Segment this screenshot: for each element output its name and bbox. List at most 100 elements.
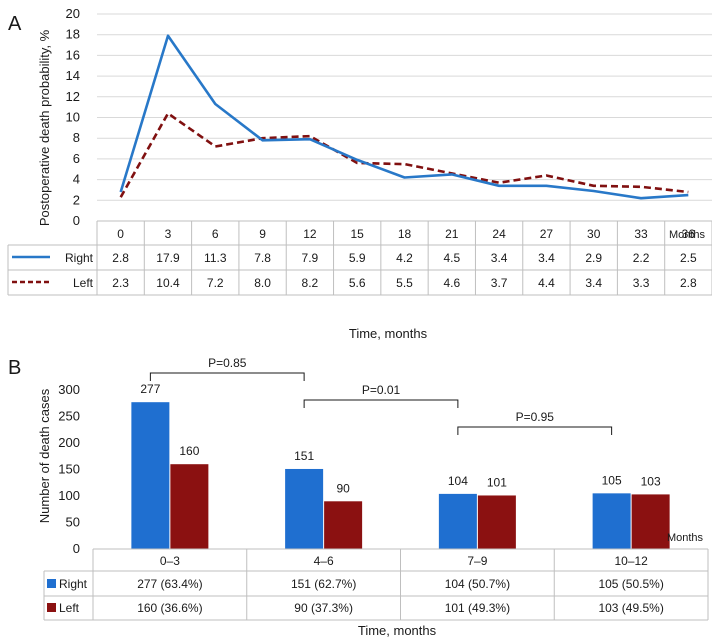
table-cell-right: 277 (63.4%) bbox=[137, 577, 202, 591]
table-cell-left: 4.6 bbox=[443, 276, 460, 290]
table-cell-right: 2.2 bbox=[633, 251, 650, 265]
panel-b-comparisons: P=0.85 P=0.01 P=0.95 bbox=[149, 356, 613, 435]
y-tick-label: 6 bbox=[73, 151, 80, 166]
y-tick-label: 50 bbox=[66, 515, 80, 530]
table-cell-right: 104 (50.7%) bbox=[445, 577, 510, 591]
table-cell-left: 103 (49.5%) bbox=[598, 601, 663, 615]
table-cell-left: 5.6 bbox=[349, 276, 366, 290]
x-tick-label: 21 bbox=[445, 227, 459, 241]
table-cell-left: 4.4 bbox=[538, 276, 555, 290]
panel-b-label: B bbox=[8, 357, 21, 379]
table-cell-right: 3.4 bbox=[538, 251, 555, 265]
y-tick-label: 200 bbox=[58, 435, 80, 450]
y-tick-label: 20 bbox=[66, 6, 80, 21]
panel-a-y-ticks: 0 2 4 6 8 10 12 14 16 18 20 bbox=[66, 6, 80, 228]
table-cell-left: 7.2 bbox=[207, 276, 224, 290]
table-cell-left: 8.0 bbox=[254, 276, 271, 290]
legend-label-left: Left bbox=[59, 601, 80, 615]
x-tick-label: 36 bbox=[682, 227, 696, 241]
table-cell-right: 4.2 bbox=[396, 251, 413, 265]
x-tick-label: 9 bbox=[259, 227, 266, 241]
table-cell-left: 5.5 bbox=[396, 276, 413, 290]
y-tick-label: 14 bbox=[66, 68, 80, 83]
table-cell-left: 2.3 bbox=[112, 276, 129, 290]
table-cell-left: 3.4 bbox=[585, 276, 602, 290]
table-cell-right: 17.9 bbox=[156, 251, 180, 265]
x-tick-label: 18 bbox=[398, 227, 412, 241]
table-cell-right: 2.9 bbox=[585, 251, 602, 265]
table-cell-right: 151 (62.7%) bbox=[291, 577, 356, 591]
y-tick-label: 18 bbox=[66, 27, 80, 42]
bar-value-label: 105 bbox=[602, 473, 622, 487]
y-tick-label: 150 bbox=[58, 462, 80, 477]
bar-right bbox=[592, 493, 631, 549]
comparison-bracket bbox=[303, 399, 459, 408]
category-label: 4–6 bbox=[314, 554, 334, 568]
bar-left bbox=[170, 464, 209, 549]
bar-value-label: 160 bbox=[179, 444, 199, 458]
y-tick-label: 2 bbox=[73, 192, 80, 207]
panel-a-series bbox=[119, 34, 689, 200]
table-cell-right: 7.8 bbox=[254, 251, 271, 265]
bar-value-label: 101 bbox=[487, 475, 507, 489]
panel-b-xlabel: Time, months bbox=[358, 623, 437, 638]
category-label: 7–9 bbox=[467, 554, 487, 568]
comparison-p-value: P=0.85 bbox=[208, 356, 247, 370]
y-tick-label: 0 bbox=[73, 541, 80, 556]
table-cell-left: 101 (49.3%) bbox=[445, 601, 510, 615]
table-cell-right: 4.5 bbox=[443, 251, 460, 265]
y-tick-label: 100 bbox=[58, 488, 80, 503]
category-label: 10–12 bbox=[614, 554, 648, 568]
legend-key-right bbox=[47, 579, 56, 588]
panel-a-gridlines bbox=[97, 13, 712, 222]
legend-label-right: Right bbox=[59, 577, 88, 591]
legend-key-left bbox=[47, 603, 56, 612]
bar-right bbox=[438, 493, 477, 549]
bar-value-label: 90 bbox=[336, 481, 350, 495]
panel-b-bars: 277 151 104 105 160 90 101 103 bbox=[93, 382, 708, 550]
x-tick-label: 27 bbox=[540, 227, 554, 241]
panel-a-ylabel: Postoperative death probability, % bbox=[37, 29, 52, 226]
table-cell-left: 90 (37.3%) bbox=[294, 601, 353, 615]
panel-a-label: A bbox=[8, 13, 22, 35]
y-tick-label: 300 bbox=[58, 382, 80, 397]
x-tick-label: 0 bbox=[117, 227, 124, 241]
table-cell-left: 10.4 bbox=[156, 276, 180, 290]
bar-value-label: 103 bbox=[641, 474, 661, 488]
x-tick-label: 33 bbox=[634, 227, 648, 241]
x-tick-label: 15 bbox=[351, 227, 365, 241]
table-cell-left: 3.3 bbox=[633, 276, 650, 290]
comparison-p-value: P=0.95 bbox=[516, 410, 555, 424]
comparison-p-value: P=0.01 bbox=[362, 383, 401, 397]
panel-a-xlabel: Time, months bbox=[349, 326, 428, 341]
table-cell-left: 8.2 bbox=[302, 276, 319, 290]
panel-a-x-unit: Months bbox=[669, 229, 706, 241]
series-line-left bbox=[119, 112, 689, 198]
bar-left bbox=[631, 494, 670, 549]
panel-b-ylabel: Number of death cases bbox=[37, 388, 52, 523]
comparison-bracket bbox=[149, 372, 305, 381]
table-cell-right: 11.3 bbox=[204, 251, 227, 265]
table-cell-right: 2.8 bbox=[112, 251, 129, 265]
panel-b-y-ticks: 0 50 100 150 200 250 300 bbox=[58, 382, 80, 556]
comparison-bracket bbox=[457, 426, 613, 435]
y-tick-label: 8 bbox=[73, 130, 80, 145]
x-tick-label: 30 bbox=[587, 227, 601, 241]
bar-value-label: 277 bbox=[140, 382, 160, 396]
bar-value-label: 104 bbox=[448, 474, 468, 488]
x-tick-label: 12 bbox=[303, 227, 317, 241]
bar-left bbox=[324, 501, 363, 549]
y-tick-label: 0 bbox=[73, 213, 80, 228]
table-cell-left: 160 (36.6%) bbox=[137, 601, 202, 615]
legend-label-left: Left bbox=[73, 276, 94, 290]
table-cell-right: 5.9 bbox=[349, 251, 366, 265]
table-cell-right: 3.4 bbox=[491, 251, 508, 265]
panel-b-data-table: 0–3 4–6 7–9 10–12 Right 277 (63.4%) 151 (62.7%… bbox=[43, 549, 709, 621]
y-tick-label: 10 bbox=[66, 110, 80, 125]
x-tick-label: 6 bbox=[212, 227, 219, 241]
y-tick-label: 250 bbox=[58, 409, 80, 424]
y-tick-label: 16 bbox=[66, 47, 80, 62]
bar-right bbox=[131, 402, 170, 549]
